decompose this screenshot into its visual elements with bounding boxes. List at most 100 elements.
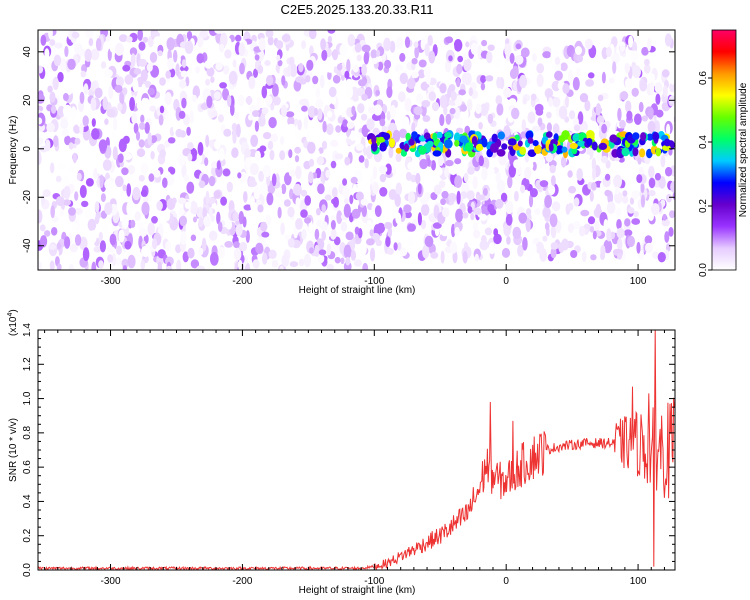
signal-cell xyxy=(481,137,488,148)
noise-cell xyxy=(71,31,80,39)
noise-cell xyxy=(374,205,382,218)
spectrogram-frame xyxy=(37,29,676,271)
noise-cell xyxy=(38,93,45,104)
noise-cell xyxy=(500,192,508,202)
noise-cell xyxy=(334,256,341,264)
noise-cell xyxy=(214,30,224,34)
noise-cell xyxy=(57,71,64,83)
noise-cell xyxy=(114,257,122,265)
noise-cell xyxy=(85,30,94,39)
noise-cell xyxy=(375,89,381,96)
noise-cell xyxy=(62,175,70,190)
noise-cell xyxy=(49,260,55,270)
x-tick-label: 100 xyxy=(630,576,647,587)
noise-cell xyxy=(190,200,198,214)
noise-cell xyxy=(279,136,285,145)
noise-cell xyxy=(480,75,487,84)
noise-cell xyxy=(512,226,522,240)
noise-cell xyxy=(463,58,472,72)
noise-cell xyxy=(206,67,215,77)
noise-cell xyxy=(213,91,221,100)
noise-cell xyxy=(139,122,146,130)
noise-cell xyxy=(307,105,317,118)
noise-cell xyxy=(354,226,360,235)
noise-cell xyxy=(138,58,147,67)
noise-cell xyxy=(485,75,494,82)
noise-cell xyxy=(132,78,139,93)
noise-cell xyxy=(334,153,344,160)
noise-cell xyxy=(243,191,248,203)
noise-cell xyxy=(534,208,541,215)
noise-cell xyxy=(231,147,239,158)
noise-cell xyxy=(330,220,336,230)
noise-cell xyxy=(254,150,261,161)
noise-cell xyxy=(38,137,44,146)
noise-cell xyxy=(600,155,609,164)
noise-cell xyxy=(368,106,375,114)
noise-cell xyxy=(102,223,109,233)
noise-cell xyxy=(265,214,272,226)
noise-cell xyxy=(436,168,443,175)
noise-cell xyxy=(275,40,284,50)
noise-cell xyxy=(550,224,557,239)
noise-cell xyxy=(74,191,79,201)
noise-cell xyxy=(295,31,302,40)
noise-cell xyxy=(233,241,241,249)
noise-cell xyxy=(93,246,102,253)
noise-cell xyxy=(204,60,213,69)
noise-cell xyxy=(625,100,632,113)
noise-cell xyxy=(178,208,185,216)
noise-cell xyxy=(102,159,112,171)
noise-cell xyxy=(462,53,469,61)
noise-cell xyxy=(102,96,108,110)
noise-cell xyxy=(308,220,313,233)
noise-cell xyxy=(649,82,655,96)
figure-title: C2E5.2025.133.20.33.R11 xyxy=(281,2,434,17)
noise-cell xyxy=(230,165,236,175)
noise-cell xyxy=(567,170,573,178)
noise-cell xyxy=(345,231,354,241)
noise-cell xyxy=(148,173,155,182)
noise-cell xyxy=(493,233,502,245)
noise-cell xyxy=(301,229,307,240)
noise-cell xyxy=(486,51,493,64)
noise-cell xyxy=(289,63,298,78)
noise-cell xyxy=(214,139,221,150)
noise-cell xyxy=(314,139,321,148)
noise-cell xyxy=(324,194,332,201)
signal-cell xyxy=(491,133,498,143)
noise-cell xyxy=(454,158,462,165)
noise-cell xyxy=(352,184,358,196)
noise-cell xyxy=(80,70,86,78)
noise-cell xyxy=(273,96,281,106)
noise-cell xyxy=(332,196,339,208)
noise-cell xyxy=(642,95,649,107)
noise-cell xyxy=(38,261,43,270)
noise-cell xyxy=(355,191,364,201)
noise-cell xyxy=(640,181,645,194)
noise-cell xyxy=(350,238,356,251)
noise-cell xyxy=(104,118,109,125)
noise-cell xyxy=(603,239,613,254)
noise-cell xyxy=(431,101,440,112)
noise-cell xyxy=(256,97,261,111)
noise-cell xyxy=(238,42,246,57)
noise-cell xyxy=(133,122,139,134)
noise-cell xyxy=(161,35,169,46)
noise-cell xyxy=(115,175,124,188)
noise-cell xyxy=(277,206,282,219)
noise-cell xyxy=(420,219,427,230)
noise-cell xyxy=(440,250,445,264)
noise-cell xyxy=(480,82,486,91)
noise-cell xyxy=(123,152,133,161)
noise-cell xyxy=(318,147,324,154)
noise-cell xyxy=(454,226,460,237)
noise-cell xyxy=(166,37,175,51)
noise-cell xyxy=(104,202,113,215)
noise-cell xyxy=(147,132,152,146)
noise-cell xyxy=(370,175,375,185)
noise-cell xyxy=(268,249,277,259)
noise-cell xyxy=(337,63,343,71)
noise-cell xyxy=(363,51,369,65)
